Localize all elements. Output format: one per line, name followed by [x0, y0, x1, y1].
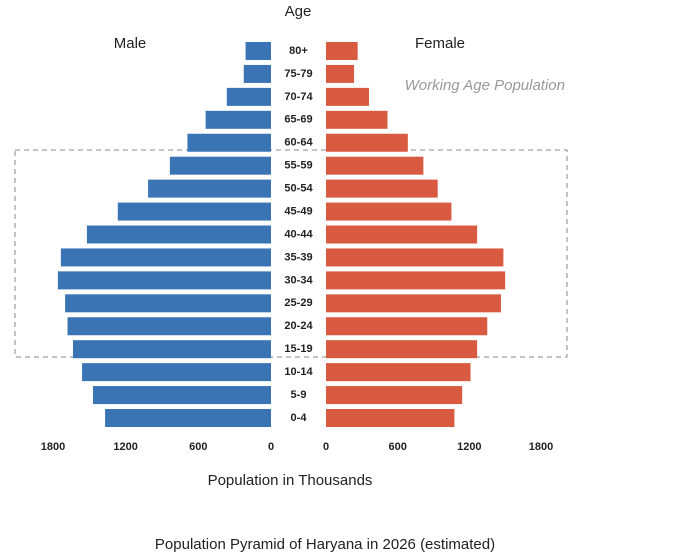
x-tick-label: 1800 — [529, 441, 553, 453]
bar — [326, 248, 504, 267]
legend-label: Male — [114, 35, 147, 52]
category-label: 25-29 — [284, 297, 312, 309]
bar — [326, 294, 501, 313]
x-tick-label: 1200 — [457, 441, 481, 453]
category-label: 60-64 — [284, 137, 313, 149]
bar — [169, 156, 271, 175]
working-age-box — [14, 149, 568, 358]
x-tick-label: 1800 — [41, 441, 65, 453]
bar — [105, 409, 271, 427]
bar — [326, 202, 452, 221]
category-label: 70-74 — [284, 91, 313, 103]
bar — [326, 386, 463, 405]
bar — [326, 363, 471, 382]
category-label: 5-9 — [291, 389, 307, 401]
bar — [72, 340, 271, 359]
bar — [326, 340, 478, 359]
bar — [326, 42, 358, 60]
bar — [60, 248, 271, 267]
bar — [326, 87, 369, 106]
x-axis-label: Population in Thousands — [208, 472, 373, 489]
category-label: 50-54 — [284, 183, 313, 195]
x-tick-label: 0 — [323, 441, 329, 453]
x-tick-label: 600 — [388, 441, 406, 453]
bar — [245, 42, 271, 60]
bar — [226, 87, 271, 106]
bar — [326, 409, 455, 427]
x-tick-label: 600 — [189, 441, 207, 453]
category-label: 75-79 — [284, 68, 312, 80]
bar — [326, 110, 388, 129]
bar — [187, 133, 271, 152]
bar — [65, 294, 271, 313]
bar — [117, 202, 272, 221]
category-label: 35-39 — [284, 251, 312, 263]
x-tick-label: 0 — [268, 441, 274, 453]
bar — [326, 317, 488, 336]
category-label: 30-34 — [284, 274, 313, 286]
chart-title: Population Pyramid of Haryana in 2026 (e… — [155, 536, 495, 553]
bar — [326, 64, 355, 83]
bar — [82, 363, 271, 382]
category-label: 40-44 — [284, 228, 313, 240]
bar — [326, 225, 478, 244]
category-label: 0-4 — [291, 412, 308, 424]
bar — [326, 133, 408, 152]
bar — [243, 64, 271, 83]
bar — [326, 271, 506, 290]
category-label: 65-69 — [284, 114, 312, 126]
legend-label: Female — [415, 35, 465, 52]
bar — [326, 179, 438, 198]
category-label: 10-14 — [284, 366, 313, 378]
category-label: 80+ — [289, 45, 308, 57]
category-label: 20-24 — [284, 320, 313, 332]
bar — [92, 386, 271, 405]
x-tick-label: 1200 — [113, 441, 137, 453]
bar — [57, 271, 271, 290]
category-label: 45-49 — [284, 205, 312, 217]
center-label: Age — [285, 3, 312, 20]
category-label: 55-59 — [284, 160, 312, 172]
bar — [326, 156, 424, 175]
bar — [86, 225, 272, 244]
annotation: Working Age Population — [405, 77, 565, 94]
bar — [148, 179, 271, 198]
bar — [205, 110, 271, 129]
bar — [67, 317, 272, 336]
category-label: 15-19 — [284, 343, 312, 355]
